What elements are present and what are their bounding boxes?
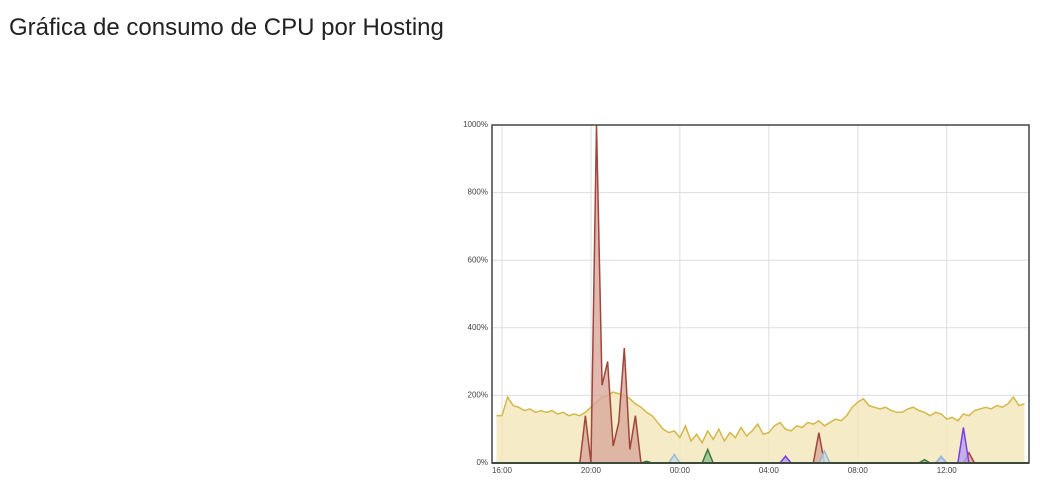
x-tick-label: 20:00	[581, 466, 602, 475]
plot-background	[492, 125, 1029, 463]
x-tick-label: 04:00	[759, 466, 780, 475]
plot-frame	[491, 124, 1030, 464]
x-tick-label: 00:00	[670, 466, 691, 475]
x-tick-label: 08:00	[848, 466, 869, 475]
y-tick-label: 800%	[468, 188, 488, 197]
y-tick-label: 1000%	[463, 120, 488, 129]
y-tick-label: 0%	[476, 458, 488, 467]
x-tick-label: 16:00	[492, 466, 513, 475]
y-tick-label: 600%	[468, 255, 488, 264]
series-line	[496, 391, 1025, 445]
x-tick-label: 12:00	[937, 466, 958, 475]
y-tick-label: 200%	[468, 391, 488, 400]
y-tick-label: 400%	[468, 323, 488, 332]
page-title: Gráfica de consumo de CPU por Hosting	[9, 14, 444, 41]
